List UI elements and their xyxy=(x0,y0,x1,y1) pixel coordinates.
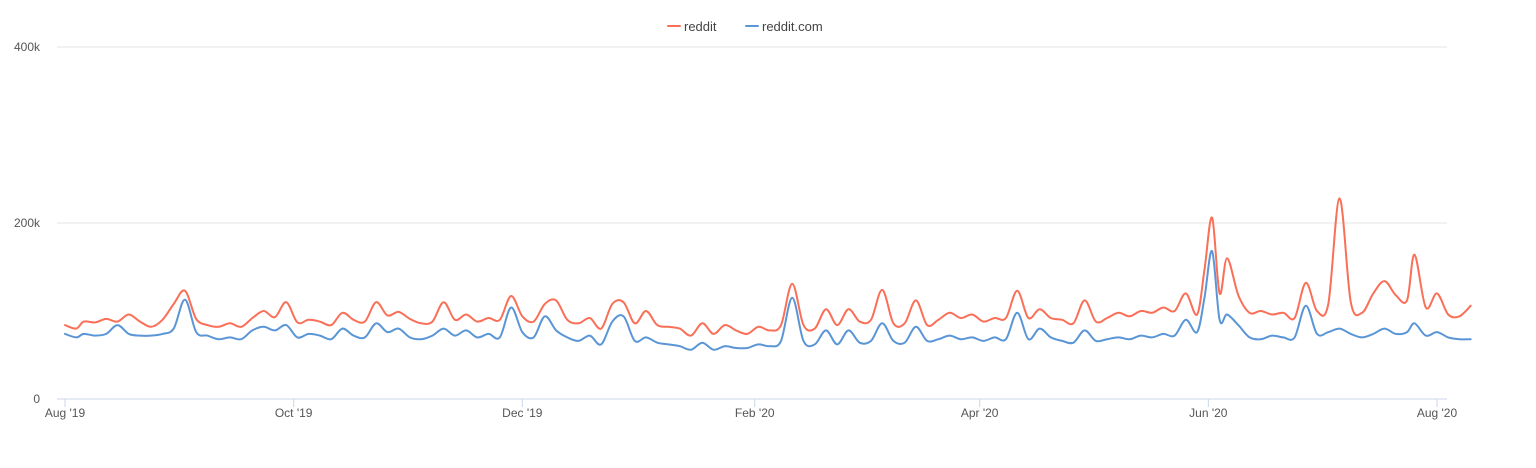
legend-label: reddit xyxy=(684,19,717,34)
series-line-reddit[interactable] xyxy=(64,197,1472,337)
x-tick-label: Dec '19 xyxy=(502,406,543,420)
axes: 0 200k 400k Aug '19 Oct '19 Dec '19 Feb '20 Apr… xyxy=(14,40,1458,420)
legend-label: reddit.com xyxy=(762,19,823,34)
grid-lines xyxy=(57,46,1447,224)
legend-item-reddit[interactable]: reddit xyxy=(667,19,717,34)
x-tick-label: Aug '19 xyxy=(45,406,86,420)
x-tick-label: Aug '20 xyxy=(1417,406,1458,420)
y-tick-label: 400k xyxy=(14,40,41,54)
series-lines xyxy=(64,197,1472,351)
legend[interactable]: reddit reddit.com xyxy=(667,19,823,34)
x-tick-label: Jun '20 xyxy=(1189,406,1228,420)
x-tick-label: Feb '20 xyxy=(735,406,775,420)
series-line-reddit-com[interactable] xyxy=(64,250,1472,351)
y-tick-label: 0 xyxy=(33,392,40,406)
legend-item-reddit-com[interactable]: reddit.com xyxy=(745,19,823,34)
y-tick-label: 200k xyxy=(14,216,41,230)
x-tick-label: Oct '19 xyxy=(275,406,313,420)
x-tick-label: Apr '20 xyxy=(961,406,999,420)
